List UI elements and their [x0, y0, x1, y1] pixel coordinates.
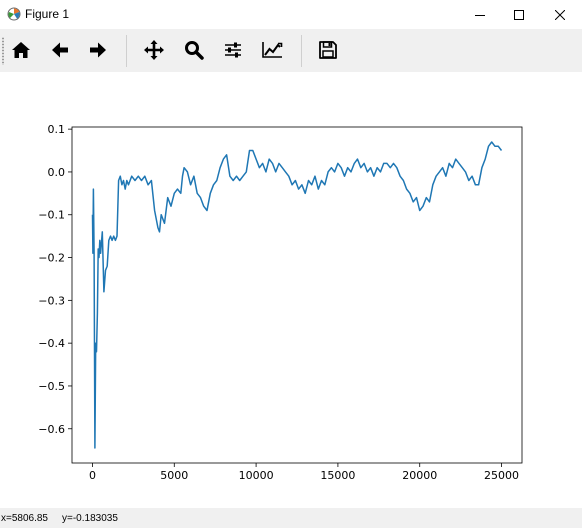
maximize-icon — [514, 9, 524, 20]
y-tick-label: −0.4 — [38, 337, 65, 350]
save-icon — [319, 41, 337, 59]
y-tick-label: 0.1 — [48, 123, 66, 136]
maximize-button[interactable] — [497, 0, 541, 29]
toolbar-grip[interactable] — [2, 37, 4, 65]
toolbar-separator — [301, 35, 302, 67]
figure-canvas[interactable]: 0 5000 10000 15000 20000 25000 0.1 0.0 −0.1 −0.2 −… — [0, 72, 582, 508]
y-tick-label: −0.3 — [38, 294, 65, 307]
save-button[interactable] — [315, 37, 341, 63]
axes-frame — [71, 126, 523, 464]
forward-button[interactable] — [85, 37, 111, 63]
toolbar-separator — [126, 35, 127, 67]
x-tick-label: 10000 — [239, 469, 274, 482]
close-button[interactable] — [538, 0, 582, 29]
line-chart[interactable]: 0 5000 10000 15000 20000 25000 0.1 0.0 −0.1 −0.2 −… — [0, 72, 582, 508]
pan-icon — [144, 40, 164, 60]
x-tick-label: 25000 — [484, 469, 519, 482]
x-tick-label: 5000 — [160, 469, 188, 482]
edit-axes-icon — [262, 42, 283, 58]
y-tick-label: −0.1 — [38, 209, 65, 222]
x-tick-label: 20000 — [402, 469, 437, 482]
forward-arrow-icon — [90, 42, 106, 58]
minimize-icon — [475, 14, 485, 16]
back-arrow-icon — [52, 42, 68, 58]
y-tick-label: 0.0 — [48, 166, 66, 179]
matplotlib-icon — [7, 7, 21, 21]
navigation-toolbar — [0, 29, 582, 72]
home-icon — [12, 42, 30, 58]
close-icon — [555, 9, 565, 20]
zoom-button[interactable] — [181, 37, 207, 63]
y-tick-label: −0.6 — [38, 423, 65, 436]
zoom-icon — [185, 41, 204, 60]
x-tick-label: 15000 — [320, 469, 355, 482]
series-line-0 — [91, 141, 503, 449]
cursor-x-readout: x=5806.85 — [1, 513, 48, 524]
configure-subplots-button[interactable] — [220, 37, 246, 63]
home-button[interactable] — [8, 37, 34, 63]
status-bar: x=5806.85 y=-0.183035 — [0, 508, 582, 528]
y-tick-label: −0.5 — [38, 380, 65, 393]
window-title: Figure 1 — [25, 7, 70, 21]
y-tick-label: −0.2 — [38, 252, 65, 265]
cursor-y-readout: y=-0.183035 — [62, 513, 118, 524]
minimize-button[interactable] — [458, 0, 502, 29]
back-button[interactable] — [47, 37, 73, 63]
x-tick-label: 0 — [89, 469, 96, 482]
configure-subplots-icon — [225, 42, 241, 58]
title-bar: Figure 1 — [0, 0, 582, 29]
pan-button[interactable] — [141, 37, 167, 63]
edit-axes-button[interactable] — [259, 37, 285, 63]
